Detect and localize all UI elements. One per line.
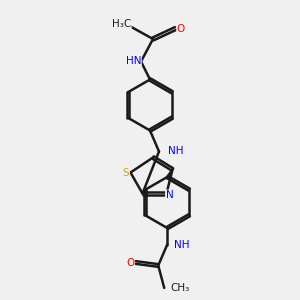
Text: HN: HN (126, 56, 141, 67)
Text: S: S (123, 167, 129, 178)
Text: CH₃: CH₃ (170, 283, 190, 293)
Text: NH: NH (174, 239, 189, 250)
Text: O: O (126, 257, 134, 268)
Text: NH: NH (168, 146, 184, 157)
Text: O: O (177, 23, 185, 34)
Text: H₃C: H₃C (112, 19, 131, 29)
Text: N: N (166, 190, 173, 200)
